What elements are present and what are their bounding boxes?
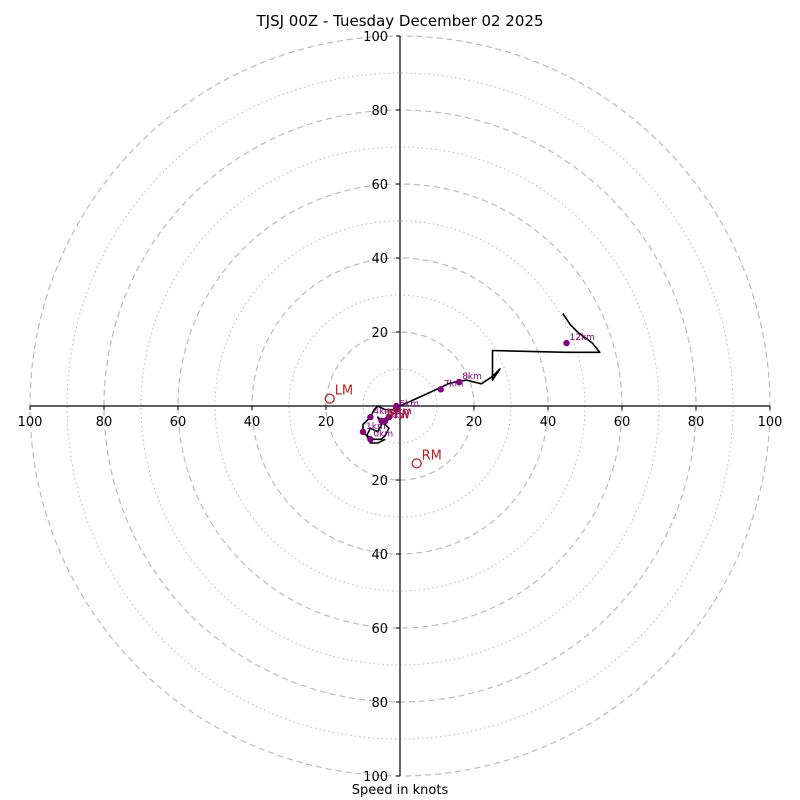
wind-profile-line bbox=[399, 313, 601, 407]
height-marker-dot bbox=[367, 436, 374, 443]
x-tick-label: 80 bbox=[96, 415, 113, 430]
x-tick-label: 40 bbox=[540, 415, 557, 430]
x-tick-label: 40 bbox=[244, 415, 261, 430]
height-marker-dot bbox=[563, 339, 570, 347]
height-marker-dot bbox=[456, 378, 463, 386]
y-tick-label: 40 bbox=[371, 548, 388, 563]
x-tick-label: 100 bbox=[18, 415, 43, 430]
height-marker-label: 6km bbox=[399, 400, 419, 410]
tick-labels: 20 20 20 20 40 40 40 40 60 60 60 60 80 80 80 80 100 100 10… bbox=[18, 30, 783, 785]
y-tick-label: 20 bbox=[371, 474, 388, 489]
storm-motion-label: LM bbox=[335, 384, 353, 399]
y-tick-label: 80 bbox=[371, 104, 388, 119]
storm-motion-label: RM bbox=[422, 448, 442, 463]
height-marker-label: 5km bbox=[392, 407, 412, 417]
height-marker-label: 3km bbox=[385, 411, 405, 421]
low-level-wind-line bbox=[362, 405, 397, 444]
x-tick-label: 20 bbox=[318, 415, 335, 430]
x-tick-label: 80 bbox=[688, 415, 705, 430]
x-tick-label: 100 bbox=[758, 415, 783, 430]
height-marker-dot bbox=[367, 413, 374, 421]
height-marker-dot bbox=[393, 406, 400, 413]
height-marker-dot bbox=[359, 428, 367, 436]
storm-motion-markers: LM RM MW bbox=[324, 384, 442, 469]
height-marker-label: 1km bbox=[366, 422, 386, 432]
wind-profile bbox=[399, 313, 601, 407]
y-tick-label: 80 bbox=[371, 696, 388, 711]
y-tick-label: 20 bbox=[371, 326, 388, 341]
y-tick-label: 60 bbox=[371, 178, 388, 193]
height-marker-label: 12km bbox=[570, 333, 595, 343]
y-tick-label: 100 bbox=[363, 770, 388, 785]
low-level-trace bbox=[362, 405, 397, 444]
height-marker-label: 4km bbox=[373, 407, 393, 417]
x-axis-label: Speed in knots bbox=[351, 783, 449, 798]
height-marker-dot bbox=[382, 417, 389, 424]
storm-motion-label: MW bbox=[387, 408, 411, 423]
x-tick-label: 20 bbox=[466, 415, 483, 430]
height-marker-label: 8km bbox=[462, 372, 482, 382]
storm-motion-circle bbox=[411, 458, 422, 469]
height-marker-label: 0km bbox=[373, 429, 393, 439]
height-marker-dot bbox=[437, 386, 444, 393]
x-tick-label: 60 bbox=[614, 415, 631, 430]
y-tick-label: 100 bbox=[363, 30, 388, 45]
storm-motion-circle bbox=[324, 393, 335, 404]
chart-title: TJSJ 00Z - Tuesday December 02 2025 bbox=[256, 12, 544, 30]
height-marker-label: 7km bbox=[444, 379, 464, 389]
x-tick-label: 60 bbox=[170, 415, 187, 430]
y-tick-label: 40 bbox=[371, 252, 388, 267]
y-tick-label: 60 bbox=[371, 622, 388, 637]
height-marker-label: 2km bbox=[388, 411, 408, 421]
